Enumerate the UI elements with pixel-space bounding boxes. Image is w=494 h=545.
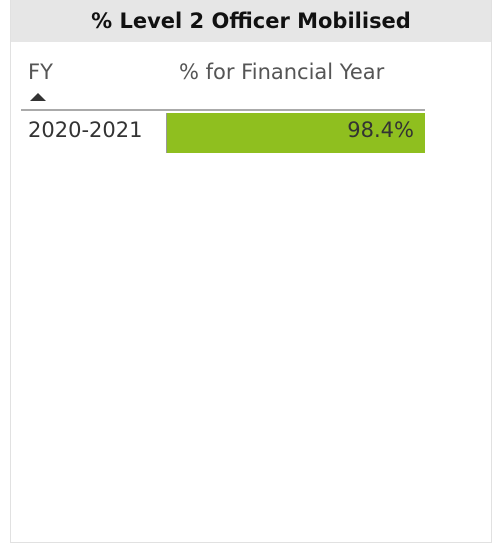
table-cell: 98.4% xyxy=(347,118,414,142)
sort-indicator[interactable] xyxy=(30,92,48,102)
column-separator xyxy=(166,113,167,153)
cell-background xyxy=(167,113,425,153)
sort-arrow xyxy=(30,93,46,101)
table-visual: % Level 2 Officer Mobilised FY % for Fin… xyxy=(10,0,492,543)
column-header[interactable]: % for Financial Year xyxy=(179,60,385,84)
header-rule xyxy=(21,109,425,111)
visual-title: % Level 2 Officer Mobilised xyxy=(11,0,491,42)
column-header[interactable]: FY xyxy=(28,60,53,84)
table-cell: 2020-2021 xyxy=(28,118,143,142)
